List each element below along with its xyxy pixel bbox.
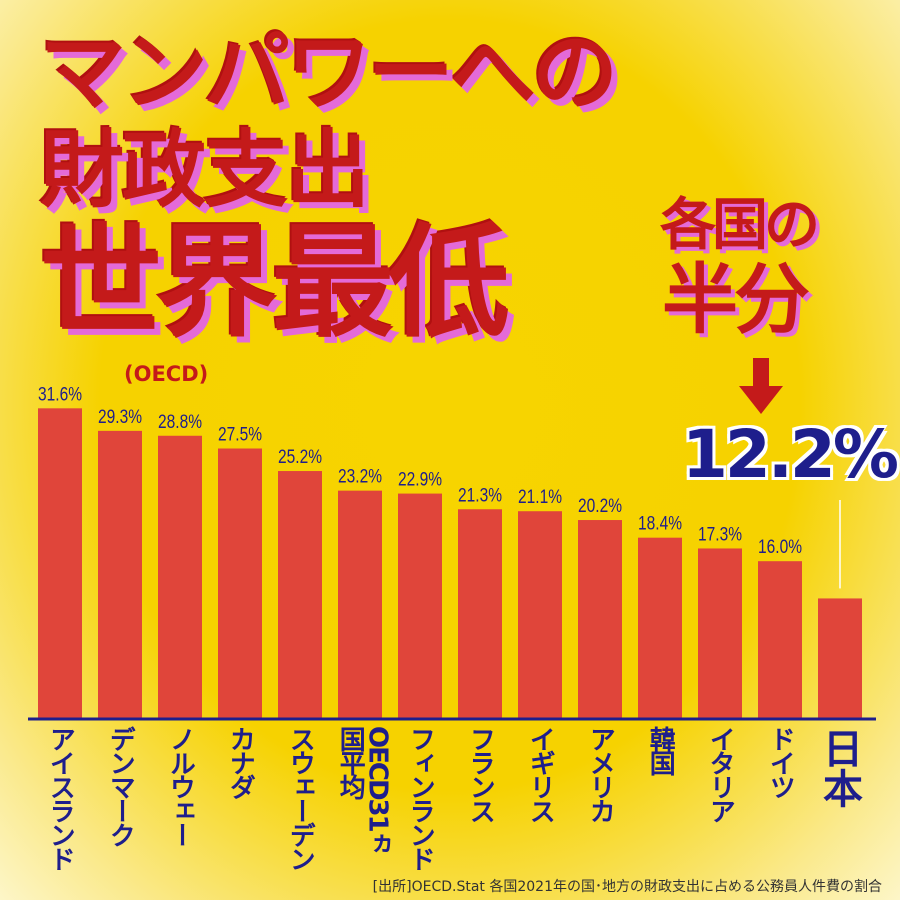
- bar: [458, 509, 502, 718]
- data-label: 21.3%: [458, 485, 502, 506]
- category-label: フランス: [465, 726, 496, 822]
- data-label: 20.2%: [578, 496, 622, 517]
- bar: [518, 511, 562, 718]
- data-label: 16.0%: [758, 537, 802, 558]
- category-label: 韓国: [645, 726, 676, 774]
- title-line-3: 世界最低: [40, 212, 510, 354]
- data-label: 28.8%: [158, 412, 202, 433]
- category-label: スウェーデン: [285, 726, 316, 870]
- bar: [158, 435, 202, 718]
- data-label: 17.3%: [698, 524, 742, 545]
- category-label: デンマーク: [105, 726, 136, 846]
- bar: [758, 561, 802, 718]
- bar: [38, 408, 82, 718]
- category-label: フィンランド: [405, 726, 436, 870]
- data-label: 22.9%: [398, 470, 442, 491]
- bar: [218, 448, 262, 718]
- bar: [698, 548, 742, 718]
- bar: [578, 520, 622, 718]
- category-label: カナダ: [225, 726, 256, 798]
- data-label: 23.2%: [338, 467, 382, 488]
- arrow-down-icon: [739, 358, 783, 414]
- data-label: 21.1%: [518, 487, 562, 508]
- bar: [638, 537, 682, 718]
- title-line-1: マンパワーへの: [40, 23, 618, 123]
- callout-line-2: 半分: [662, 255, 810, 344]
- callout-line-1: 各国の: [660, 193, 820, 258]
- category-label: ドイツ: [765, 726, 796, 798]
- data-label: 27.5%: [218, 425, 262, 446]
- bar: [338, 490, 382, 718]
- category-label: ノルウェー: [165, 726, 196, 846]
- category-label: 日本: [816, 728, 862, 808]
- bar: [818, 598, 862, 718]
- bar: [98, 430, 142, 718]
- source-note: [出所]OECD.Stat 各国2021年の国･地方の財政支出に占める公務員人件…: [372, 879, 882, 895]
- title-line-2: 財政支出: [40, 121, 370, 219]
- japan-value-callout: 12.2%: [682, 416, 899, 493]
- bar: [398, 493, 442, 718]
- data-label: 31.6%: [38, 384, 82, 405]
- data-label: 25.2%: [278, 447, 322, 468]
- data-label: 29.3%: [98, 407, 142, 428]
- category-label: OECD31ヵ国平均: [335, 726, 393, 855]
- category-label: イギリス: [525, 726, 556, 822]
- bar: [278, 471, 322, 718]
- category-label: イタリア: [705, 726, 736, 822]
- category-label: アイスランド: [45, 726, 76, 870]
- category-label: アメリカ: [585, 726, 616, 822]
- title-note: (OECD): [124, 362, 209, 386]
- data-label: 18.4%: [638, 514, 682, 535]
